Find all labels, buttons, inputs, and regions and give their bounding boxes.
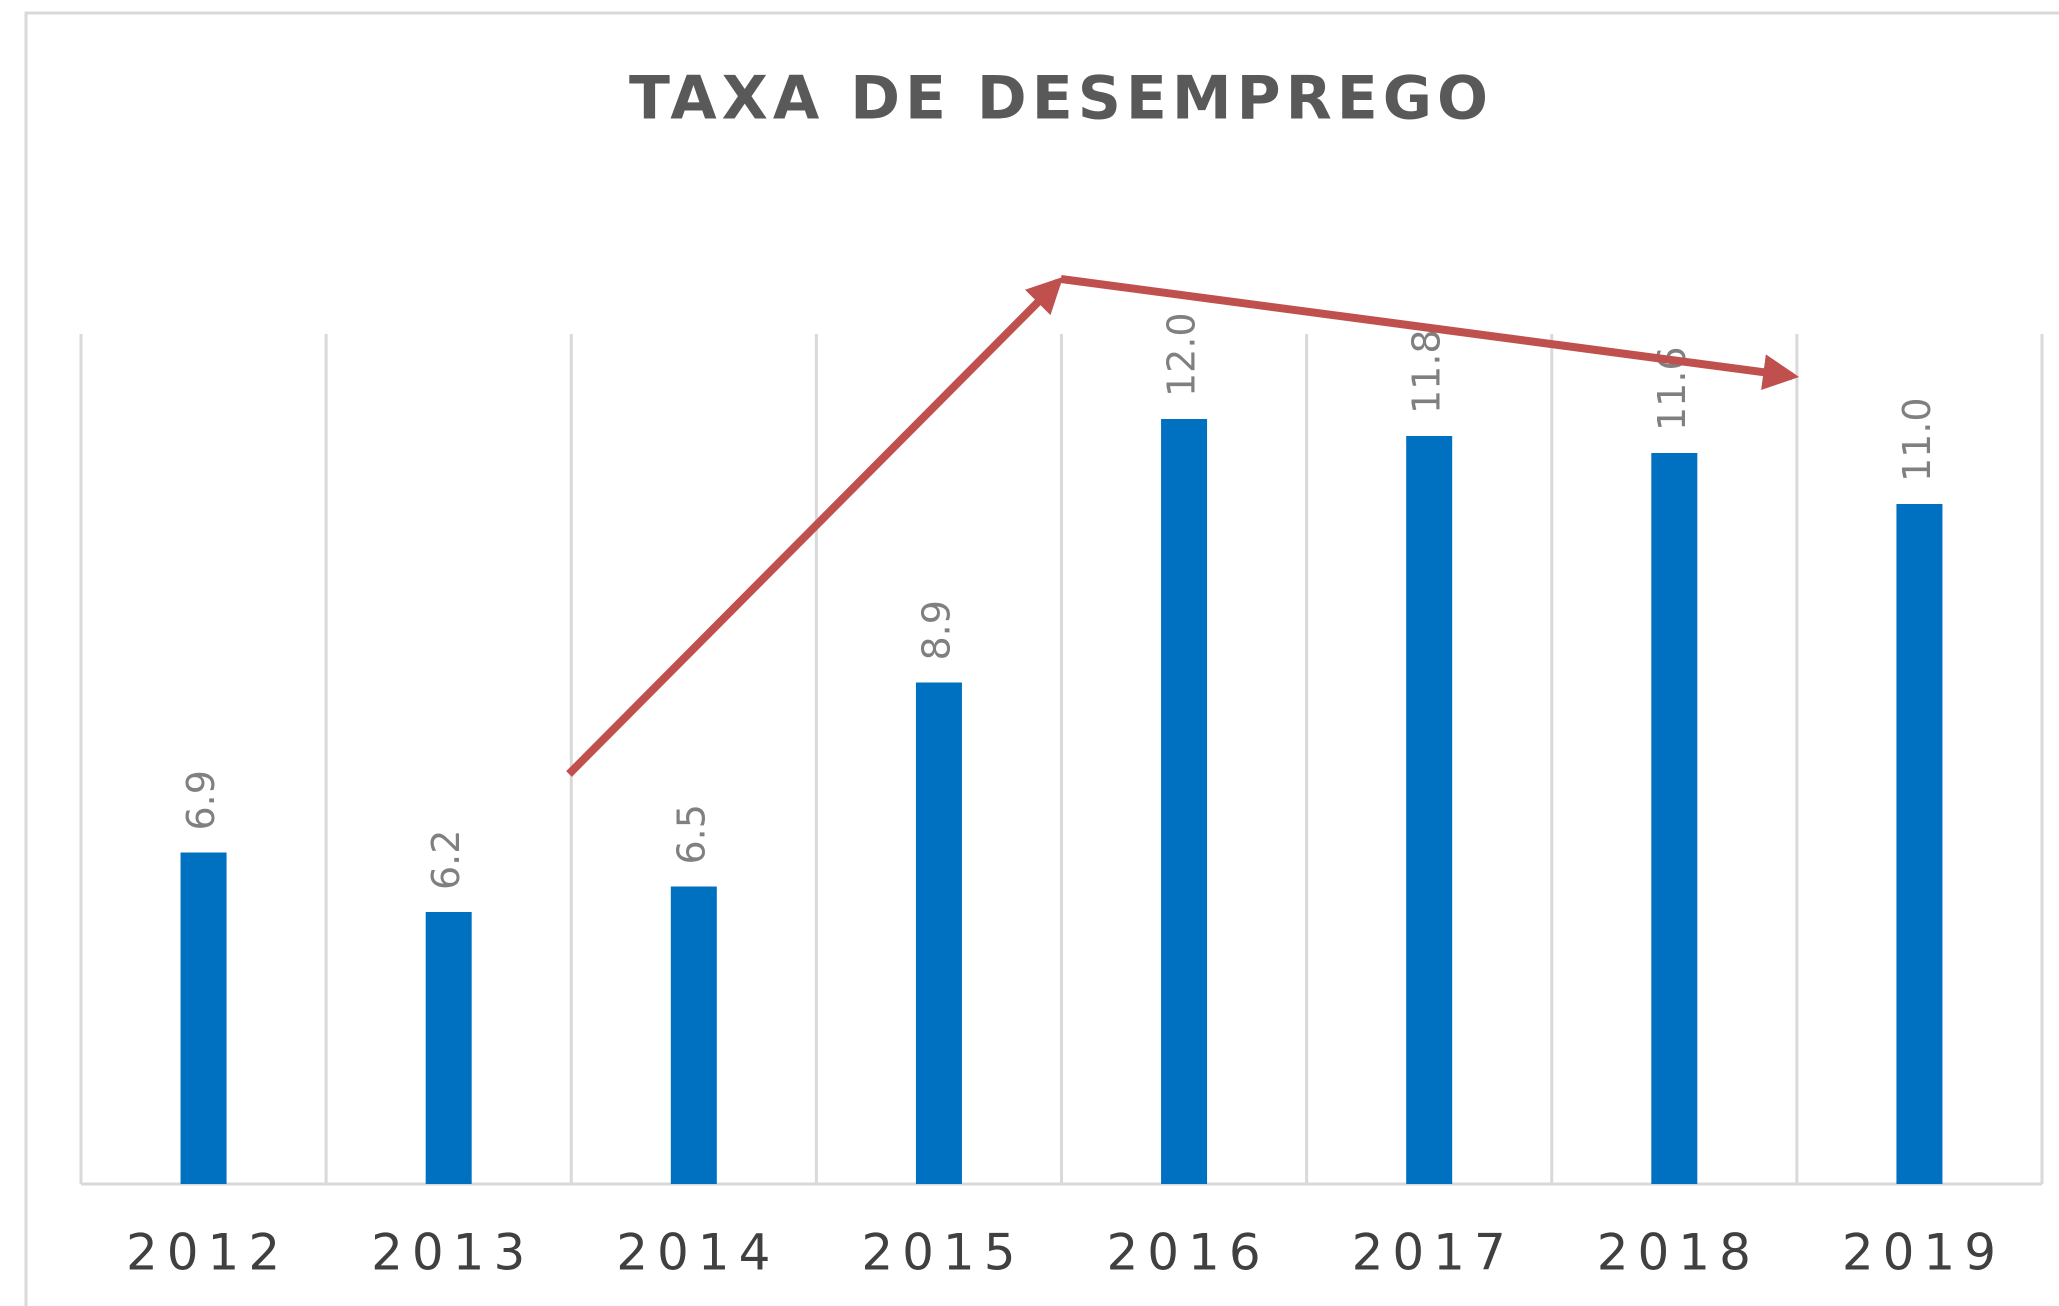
x-tick-label: 2016 bbox=[1106, 1224, 1269, 1282]
bar bbox=[180, 852, 227, 1184]
bar bbox=[915, 682, 962, 1184]
data-label: 11.8 bbox=[1405, 329, 1449, 414]
bar bbox=[1896, 504, 1943, 1184]
bar bbox=[670, 886, 717, 1184]
trend-arrow-up bbox=[566, 276, 1064, 777]
data-label: 6.2 bbox=[424, 830, 468, 890]
bar bbox=[1406, 436, 1453, 1184]
data-label: 6.9 bbox=[179, 770, 223, 830]
data-label: 11.0 bbox=[1895, 397, 1939, 482]
chart-frame bbox=[24, 11, 2059, 1306]
data-label: 6.5 bbox=[669, 804, 713, 864]
x-tick-label: 2012 bbox=[126, 1224, 289, 1282]
x-tick-label: 2018 bbox=[1597, 1224, 1760, 1282]
trend-arrow-down bbox=[1060, 275, 1800, 391]
data-label: 8.9 bbox=[914, 600, 958, 660]
bar bbox=[1161, 419, 1208, 1184]
x-tick-label: 2017 bbox=[1352, 1224, 1515, 1282]
plot-area: 2012 6.9 2013 6.2 2014 6.5 2015 8.9 2016 12.0 2017… bbox=[79, 312, 2044, 1282]
data-label: 12.0 bbox=[1160, 312, 1204, 397]
bar bbox=[425, 912, 472, 1184]
trend-arrows bbox=[566, 275, 1800, 777]
bar bbox=[1651, 453, 1698, 1184]
x-tick-label: 2014 bbox=[616, 1224, 779, 1282]
x-tick-label: 2019 bbox=[1842, 1224, 2005, 1282]
x-tick-label: 2013 bbox=[371, 1224, 534, 1282]
chart-title: TAXA DE DESEMPREGO bbox=[629, 64, 1493, 134]
x-tick-label: 2015 bbox=[861, 1224, 1024, 1282]
